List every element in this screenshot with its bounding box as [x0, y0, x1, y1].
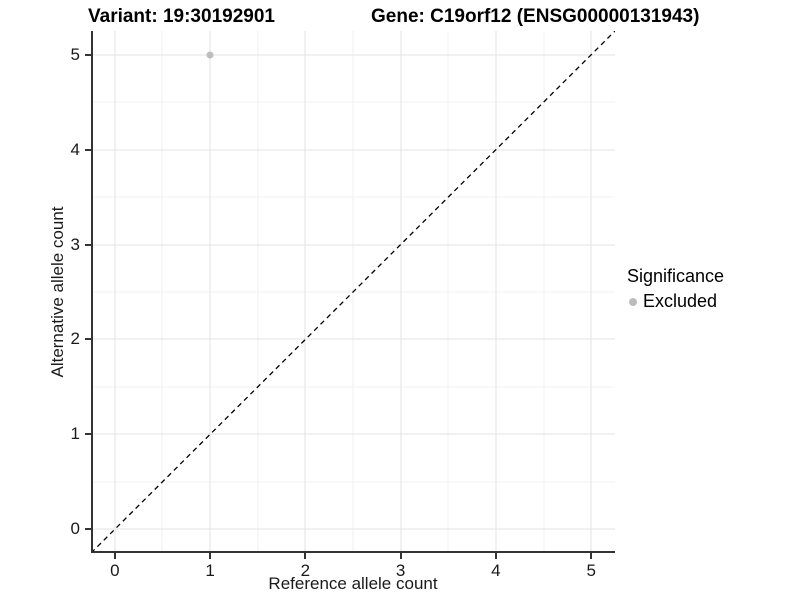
gridline-major-h: [91, 528, 615, 530]
x-tick-mark: [590, 553, 593, 559]
y-tick-label: 5: [70, 44, 80, 64]
gridline-major-v: [400, 31, 402, 553]
variant-title: Variant: 19:30192901: [88, 6, 275, 27]
y-tick-mark: [85, 53, 91, 56]
x-tick-label: 2: [300, 561, 311, 580]
gridline-major-v: [114, 31, 116, 553]
excluded-point-marker-icon: [629, 297, 637, 306]
x-tick-label: 5: [586, 561, 596, 580]
x-tick-mark: [113, 553, 116, 559]
gridline-minor-h: [91, 386, 615, 388]
y-tick-label: 0: [70, 519, 80, 539]
legend-item-excluded: Excluded: [627, 291, 724, 312]
data-point: [206, 51, 214, 59]
x-axis-title: Reference allele count: [268, 574, 438, 593]
plot-panel: 0 1 2 3 4 5 0 1 2 3 4 5: [71, 31, 615, 580]
gridline-major-h: [91, 149, 615, 151]
gridline-minor-h: [91, 196, 615, 198]
x-tick-label: 0: [110, 561, 120, 580]
x-axis-line: [91, 551, 615, 553]
gridline-major-v: [495, 31, 497, 553]
x-tick-label: 4: [491, 561, 501, 580]
gridline-major-h: [91, 54, 615, 56]
x-tick-mark: [209, 553, 212, 559]
y-tick-mark: [85, 148, 91, 151]
identity-reference-line: [91, 31, 615, 553]
gridline-major-h: [91, 244, 615, 246]
x-tick-mark: [399, 553, 402, 559]
y-tick-mark: [85, 243, 91, 246]
gene-title: Gene: C19orf12 (ENSG00000131943): [371, 6, 700, 27]
legend-title: Significance: [627, 266, 725, 286]
y-tick-mark: [85, 433, 91, 436]
gridline-major-h: [91, 433, 615, 435]
y-axis-title: Alternative allele count: [48, 206, 67, 378]
gridline-minor-h: [91, 101, 615, 103]
y-tick-label: 1: [70, 424, 80, 444]
gridline-major-h: [91, 338, 615, 340]
legend: Significance Excluded: [627, 266, 724, 312]
x-tick-mark: [494, 553, 497, 559]
x-tick-mark: [304, 553, 307, 559]
legend-item-label: Excluded: [643, 291, 718, 311]
x-tick-label: 1: [205, 561, 215, 580]
gridline-major-v: [304, 31, 306, 553]
y-tick-mark: [85, 528, 91, 531]
y-tick-label: 4: [70, 139, 80, 159]
x-tick-label: 3: [395, 561, 406, 580]
gridline-major-v: [209, 31, 211, 553]
gridline-major-v: [590, 31, 592, 553]
y-tick-label: 2: [70, 329, 80, 349]
y-axis-line: [91, 31, 93, 553]
y-tick-label: 3: [70, 234, 80, 254]
gridline-minor-h: [91, 481, 615, 483]
y-tick-mark: [85, 338, 91, 341]
